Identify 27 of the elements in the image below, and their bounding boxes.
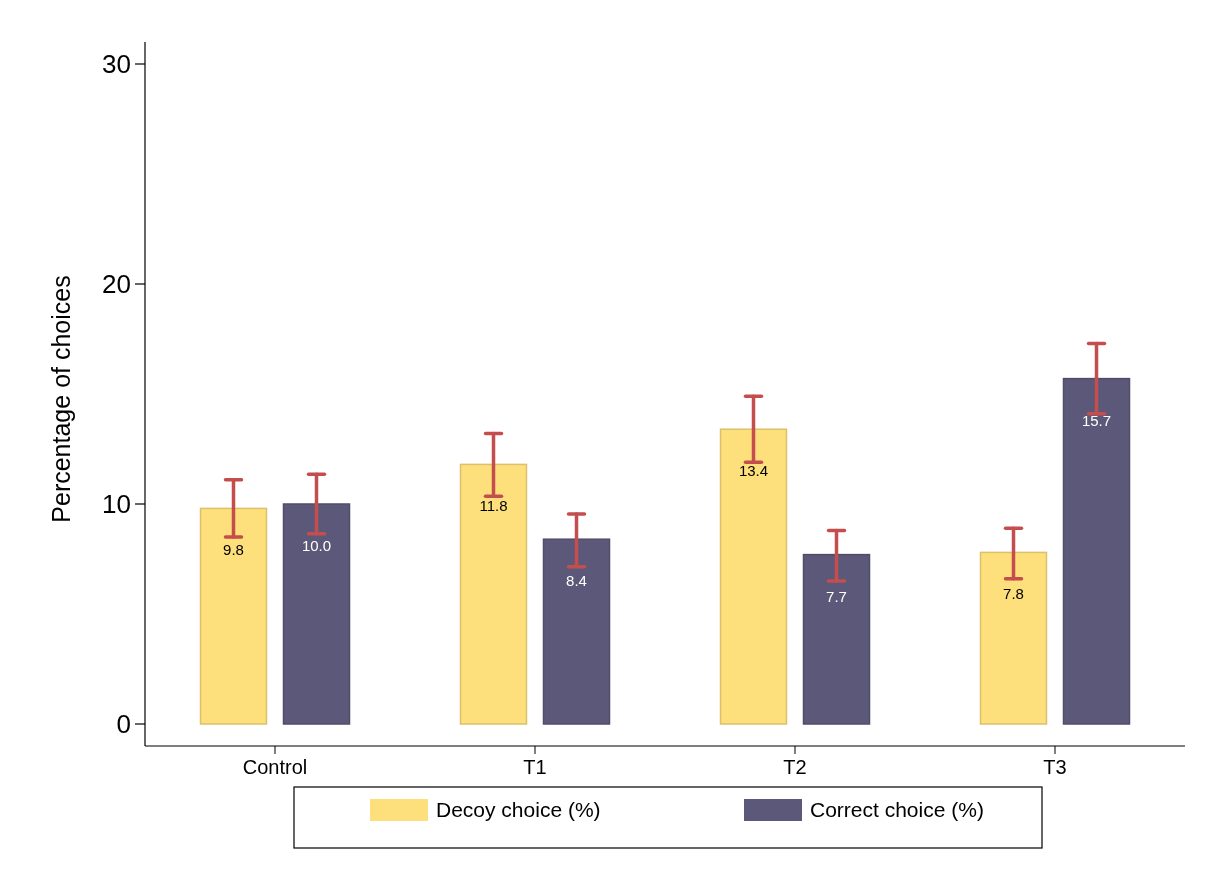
bar xyxy=(459,463,528,725)
x-tick-label: Control xyxy=(242,756,308,778)
legend-label: Correct choice (%) xyxy=(810,798,984,821)
data-label: 7.7 xyxy=(826,587,847,605)
bar xyxy=(542,538,611,725)
bar xyxy=(199,507,268,725)
bar xyxy=(1062,377,1131,725)
y-tick-label: 20 xyxy=(102,269,131,300)
bar xyxy=(802,553,871,725)
data-label: 7.8 xyxy=(1003,585,1024,603)
data-label: 9.8 xyxy=(223,541,244,559)
legend-label: Decoy choice (%) xyxy=(436,798,601,821)
bar xyxy=(979,551,1048,725)
x-tick-label: T2 xyxy=(783,756,807,778)
x-tick-label: T3 xyxy=(1043,756,1067,778)
data-label: 15.7 xyxy=(1081,411,1112,429)
y-tick-label: 0 xyxy=(116,709,131,740)
data-label: 11.8 xyxy=(479,497,508,515)
y-tick-label: 10 xyxy=(102,489,131,520)
x-tick-label: T1 xyxy=(523,756,547,778)
data-label: 10.0 xyxy=(301,537,332,554)
bar xyxy=(282,503,351,725)
data-label: 8.4 xyxy=(566,572,587,590)
y-axis-title: Percentage of choices xyxy=(47,275,75,523)
y-tick-label: 30 xyxy=(102,49,131,80)
bar xyxy=(719,428,788,725)
data-label: 13.4 xyxy=(738,462,769,480)
